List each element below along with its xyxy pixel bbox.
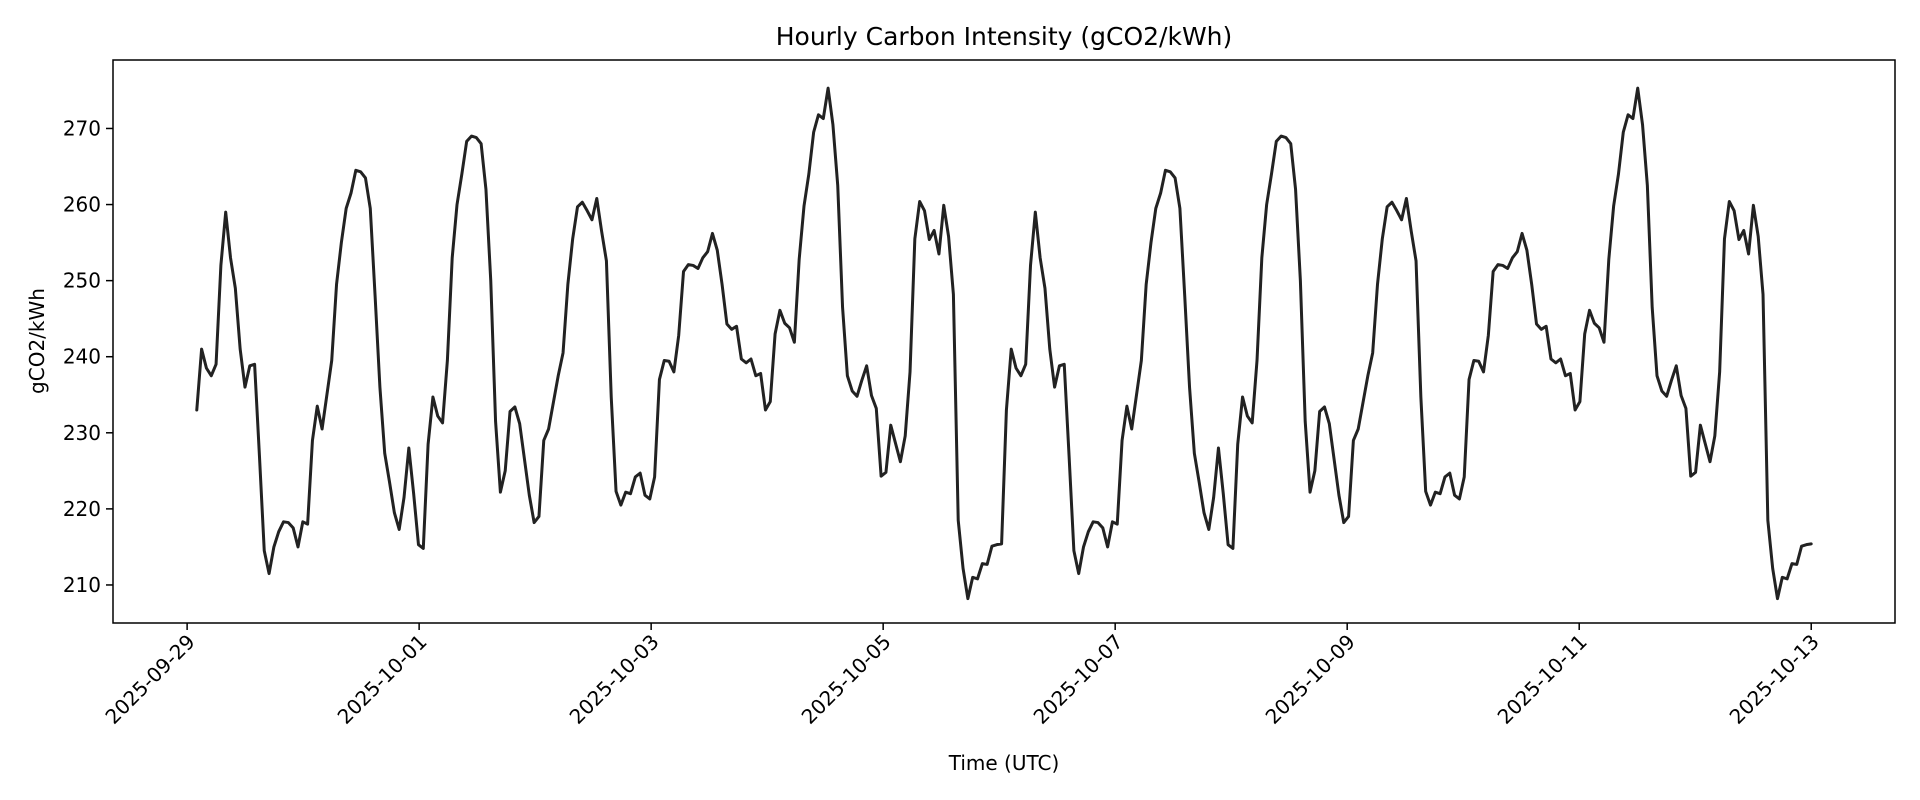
y-tick-label: 270 [63, 116, 101, 140]
y-axis-label: gCO2/kWh [25, 288, 49, 394]
y-axis: 210 220 230 240 250 260 270 [63, 116, 113, 597]
chart-title: Hourly Carbon Intensity (gCO2/kWh) [776, 22, 1233, 51]
y-tick-label: 230 [63, 421, 101, 445]
axes-frame [112, 59, 1896, 624]
y-tick-label: 210 [63, 573, 101, 597]
x-axis-label: Time (UTC) [948, 751, 1060, 775]
series-line [195, 86, 1813, 601]
y-tick-label: 240 [63, 345, 101, 369]
y-tick-label: 220 [63, 497, 101, 521]
plot-area [112, 59, 1896, 624]
y-tick-label: 260 [63, 193, 101, 217]
y-tick-label: 250 [63, 269, 101, 293]
